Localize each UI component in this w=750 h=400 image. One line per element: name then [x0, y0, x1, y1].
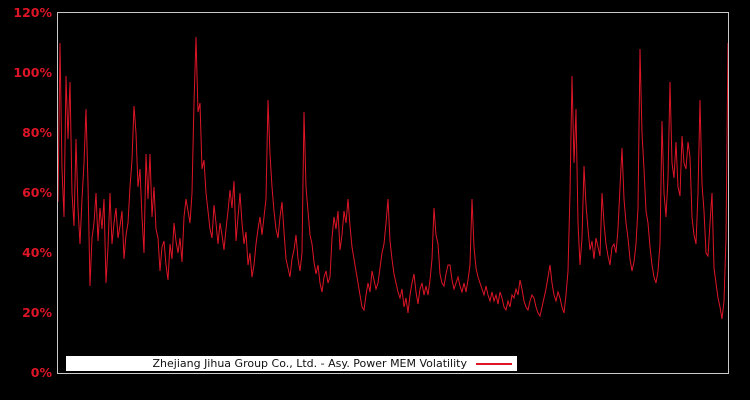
- y-axis-tick-label: 100%: [13, 65, 52, 80]
- y-axis-tick-label: 20%: [22, 305, 52, 320]
- y-axis-tick-label: 60%: [22, 185, 52, 200]
- legend-line-sample: [476, 362, 512, 365]
- plot-area: Zhejiang Jihua Group Co., Ltd. - Asy. Po…: [57, 12, 729, 374]
- y-axis-tick-label: 80%: [22, 125, 52, 140]
- volatility-line-series: [58, 36, 728, 320]
- y-axis-tick-label: 120%: [13, 5, 52, 20]
- legend-label: Zhejiang Jihua Group Co., Ltd. - Asy. Po…: [152, 357, 467, 370]
- y-axis-tick-label: 40%: [22, 245, 52, 260]
- series-polyline: [58, 36, 728, 320]
- y-axis-tick-label: 0%: [30, 365, 52, 380]
- legend: Zhejiang Jihua Group Co., Ltd. - Asy. Po…: [66, 356, 517, 371]
